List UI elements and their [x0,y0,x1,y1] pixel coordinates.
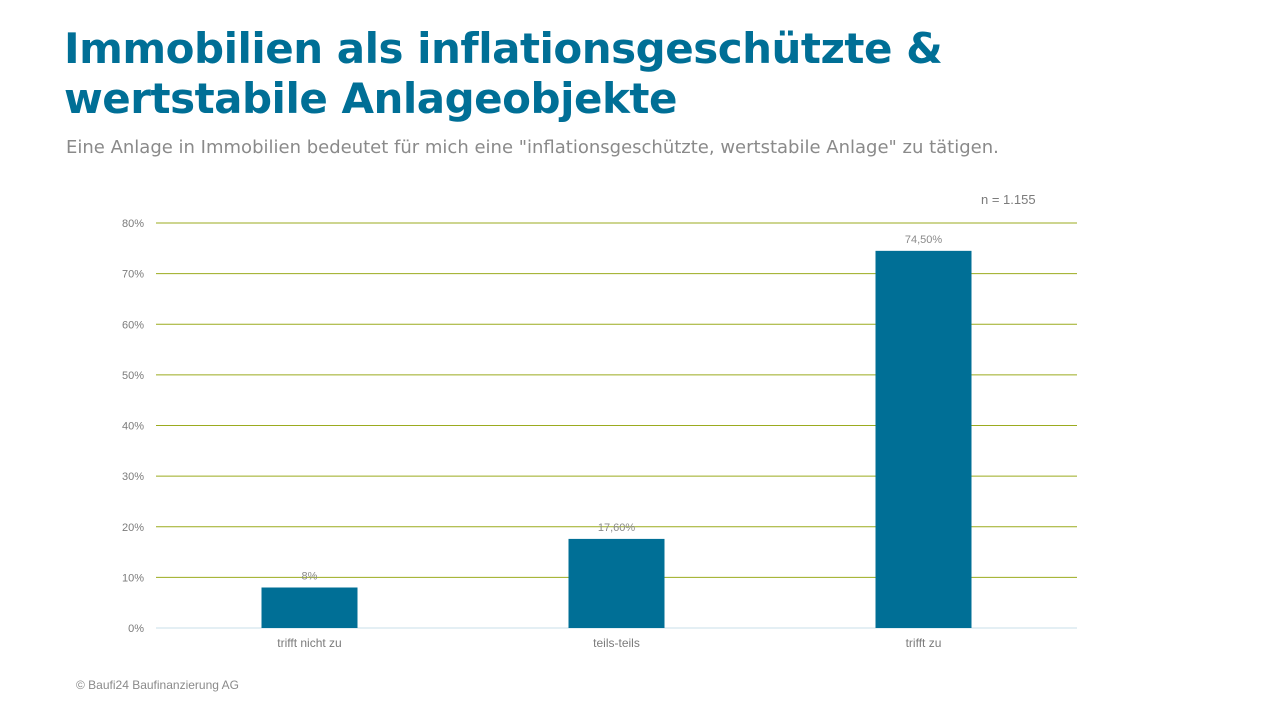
page-subtitle: Eine Anlage in Immobilien bedeutet für m… [66,137,999,158]
x-tick-label: teils-teils [593,636,640,650]
sample-size-label: n = 1.155 [981,192,1036,207]
y-tick-label: 40% [122,421,144,433]
y-tick-label: 0% [128,623,144,635]
bars [261,250,972,628]
y-axis-ticks: 0% 10% 20% 30% 40% 50% 60% 70% 80% [122,218,144,635]
y-tick-label: 60% [122,319,144,331]
data-label: 8% [302,571,318,583]
bar [568,538,665,628]
x-tick-label: trifft nicht zu [277,636,341,650]
page-title: Immobilien als inflationsgeschützte & we… [64,24,943,123]
data-label: 74,50% [905,234,943,246]
y-tick-label: 50% [122,370,144,382]
bar [261,587,358,628]
x-tick-label: trifft zu [906,636,942,650]
x-axis-categories: trifft nicht zu teils-teils trifft zu [277,636,941,650]
y-tick-label: 30% [122,471,144,483]
y-tick-label: 10% [122,572,144,584]
y-tick-label: 20% [122,522,144,534]
copyright-footer: © Baufi24 Baufinanzierung AG [76,678,239,692]
data-labels: 8% 17,60% 74,50% [302,234,943,583]
data-label: 17,60% [598,522,636,534]
y-tick-label: 80% [122,218,144,230]
bar [875,250,972,628]
y-tick-label: 70% [122,269,144,281]
